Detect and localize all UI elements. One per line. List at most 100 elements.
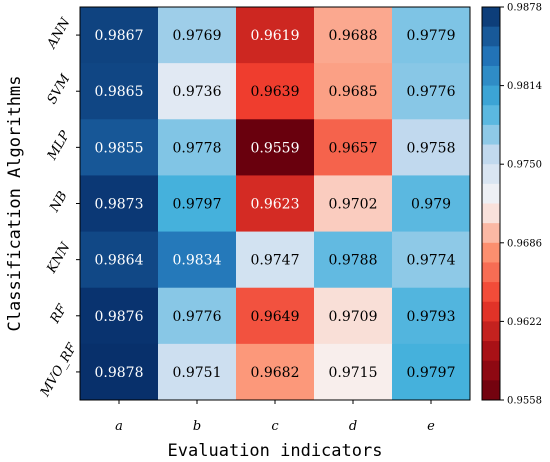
cell-value-label: 0.9682 xyxy=(251,365,300,381)
heatmap-cell xyxy=(314,287,393,345)
heatmap-cell xyxy=(314,119,393,176)
cell-value-label: 0.9876 xyxy=(95,309,144,325)
heatmap-cell xyxy=(392,7,471,64)
cell-value-label: 0.9657 xyxy=(329,140,378,156)
heatmap-cell xyxy=(392,287,471,345)
heatmap-cell xyxy=(236,231,315,289)
colorbar-band xyxy=(482,85,500,106)
y-tick-label: KNN xyxy=(44,240,74,277)
x-tick-label: a xyxy=(115,419,123,434)
cell-value-label: 0.9769 xyxy=(173,28,222,44)
colorbar-tick-label: 0.9750 xyxy=(507,160,542,171)
cell-value-label: 0.9776 xyxy=(407,84,456,100)
colorbar-band xyxy=(482,380,500,401)
heatmap-cell xyxy=(158,119,237,176)
heatmap-cell xyxy=(392,343,471,401)
y-tick-label: SVM xyxy=(45,71,74,106)
cell-value-label: 0.9559 xyxy=(251,140,300,156)
cell-value-label: 0.9797 xyxy=(407,365,456,381)
colorbar-band xyxy=(482,7,500,28)
heatmap-cell xyxy=(158,63,237,120)
heatmap-cell xyxy=(314,175,393,233)
cell-value-label: 0.9649 xyxy=(251,309,300,325)
cell-value-label: 0.9793 xyxy=(407,309,456,325)
heatmap-cell xyxy=(158,287,237,345)
heatmap-cell xyxy=(236,175,315,233)
heatmap-cell xyxy=(158,175,237,233)
colorbar-frame xyxy=(481,6,501,401)
colorbar-band xyxy=(482,144,500,165)
heatmap-cell xyxy=(80,7,159,64)
heatmap-cell xyxy=(314,343,393,401)
y-tick-label: ANN xyxy=(44,15,74,52)
heatmap-cell xyxy=(80,119,159,176)
heatmap-cell xyxy=(314,7,393,64)
colorbar-band xyxy=(482,360,500,381)
colorbar-band xyxy=(482,65,500,87)
heatmap-cell xyxy=(392,175,471,233)
cell-value-label: 0.9747 xyxy=(251,253,300,269)
x-axis-title: Evaluation indicators xyxy=(168,441,383,461)
x-tick-label: b xyxy=(193,419,201,434)
y-tick-label: MLP xyxy=(44,128,73,163)
heatmap-cell xyxy=(236,287,315,345)
colorbar-band xyxy=(482,262,500,283)
colorbar-band xyxy=(482,46,500,67)
heatmap-cell xyxy=(80,175,159,233)
heatmap-cell xyxy=(392,231,471,289)
heatmap-cell xyxy=(80,287,159,345)
y-tick-label: RF xyxy=(47,301,70,327)
colorbar-band xyxy=(482,183,500,204)
cell-value-label: 0.9855 xyxy=(95,140,144,156)
heatmap-cell xyxy=(314,231,393,289)
x-tick-label: d xyxy=(349,419,357,434)
heatmap-cell xyxy=(80,63,159,120)
colorbar-band xyxy=(482,301,500,322)
colorbar-band xyxy=(482,124,500,146)
cell-value-label: 0.9865 xyxy=(95,84,144,100)
heatmap-cell xyxy=(80,231,159,289)
colorbar-tick-label: 0.9558 xyxy=(507,396,542,407)
heatmap-cell xyxy=(158,7,237,64)
y-tick-label: NB xyxy=(47,189,71,215)
cell-value-label: 0.9715 xyxy=(329,365,378,381)
colorbar-band xyxy=(482,105,500,126)
x-tick-label: c xyxy=(271,419,279,434)
heatmap-cell xyxy=(392,119,471,176)
cell-value-label: 0.9797 xyxy=(173,197,222,213)
heatmap-cell xyxy=(236,119,315,176)
colorbar-band xyxy=(482,26,500,47)
cell-value-label: 0.9709 xyxy=(329,309,378,325)
cell-value-label: 0.9736 xyxy=(173,84,222,100)
heatmap-cell xyxy=(158,343,237,401)
colorbar-tick-label: 0.9622 xyxy=(507,317,542,328)
cell-value-label: 0.9776 xyxy=(173,309,222,325)
heatmap-cell xyxy=(314,63,393,120)
cell-value-label: 0.9834 xyxy=(173,253,222,269)
cell-value-label: 0.9788 xyxy=(329,253,378,269)
y-tick-label: MVO_RF xyxy=(37,340,80,400)
cell-value-label: 0.9751 xyxy=(173,365,222,381)
colorbar-band xyxy=(482,321,500,342)
cell-value-label: 0.9774 xyxy=(407,253,456,269)
cell-value-label: 0.9873 xyxy=(95,197,144,213)
cell-value-label: 0.9702 xyxy=(329,197,378,213)
colorbar-tick-label: 0.9814 xyxy=(507,81,542,92)
colorbar-tick-label: 0.9686 xyxy=(507,238,542,249)
cell-value-label: 0.9688 xyxy=(329,28,378,44)
heatmap-cell xyxy=(236,343,315,401)
cell-value-label: 0.9758 xyxy=(407,140,456,156)
cell-value-label: 0.9639 xyxy=(251,84,300,100)
cell-value-label: 0.9867 xyxy=(95,28,144,44)
cell-value-label: 0.9685 xyxy=(329,84,378,100)
colorbar-band xyxy=(482,341,500,362)
colorbar-band xyxy=(482,164,500,185)
heatmap-cell xyxy=(158,231,237,289)
cell-value-label: 0.9878 xyxy=(95,365,144,381)
x-tick-label: e xyxy=(427,419,435,434)
colorbar-tick-label: 0.9878 xyxy=(507,3,542,14)
cell-value-label: 0.9864 xyxy=(95,253,144,269)
heatmap-cell xyxy=(236,63,315,120)
heatmap-cell xyxy=(80,343,159,401)
